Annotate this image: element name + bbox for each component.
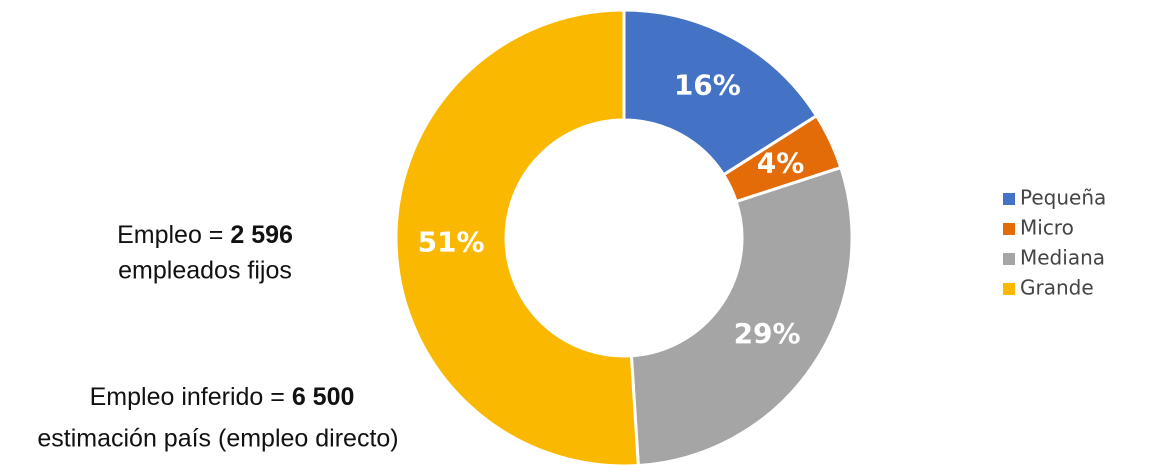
legend-label: Pequeña [1020,186,1106,210]
legend-label: Grande [1020,276,1094,300]
legend-swatch [1003,193,1015,205]
annotation-suffix: estimación país (empleo directo) [37,425,398,453]
legend-label: Micro [1020,216,1074,240]
legend-swatch [1003,253,1015,265]
legend-swatch [1003,223,1015,235]
data-label: 51% [418,225,485,258]
donut-segment [622,8,819,177]
data-label: 16% [674,68,741,101]
annotation-prefix: Empleo = [117,221,230,249]
annotation: Empleo = 2 596 [117,221,293,249]
annotation-suffix: empleados fijos [118,257,292,285]
annotation: Empleo inferido = 6 500 [90,383,355,411]
donut-segment [394,8,640,465]
data-label: 4% [757,146,805,179]
legend-label: Mediana [1020,246,1105,270]
annotation-value: 6 500 [292,383,355,411]
data-label: 29% [734,317,801,350]
legend-swatch [1003,283,1015,295]
annotation-value: 2 596 [230,221,293,249]
donut-segment [629,165,854,465]
annotation-prefix: Empleo inferido = [90,383,292,411]
